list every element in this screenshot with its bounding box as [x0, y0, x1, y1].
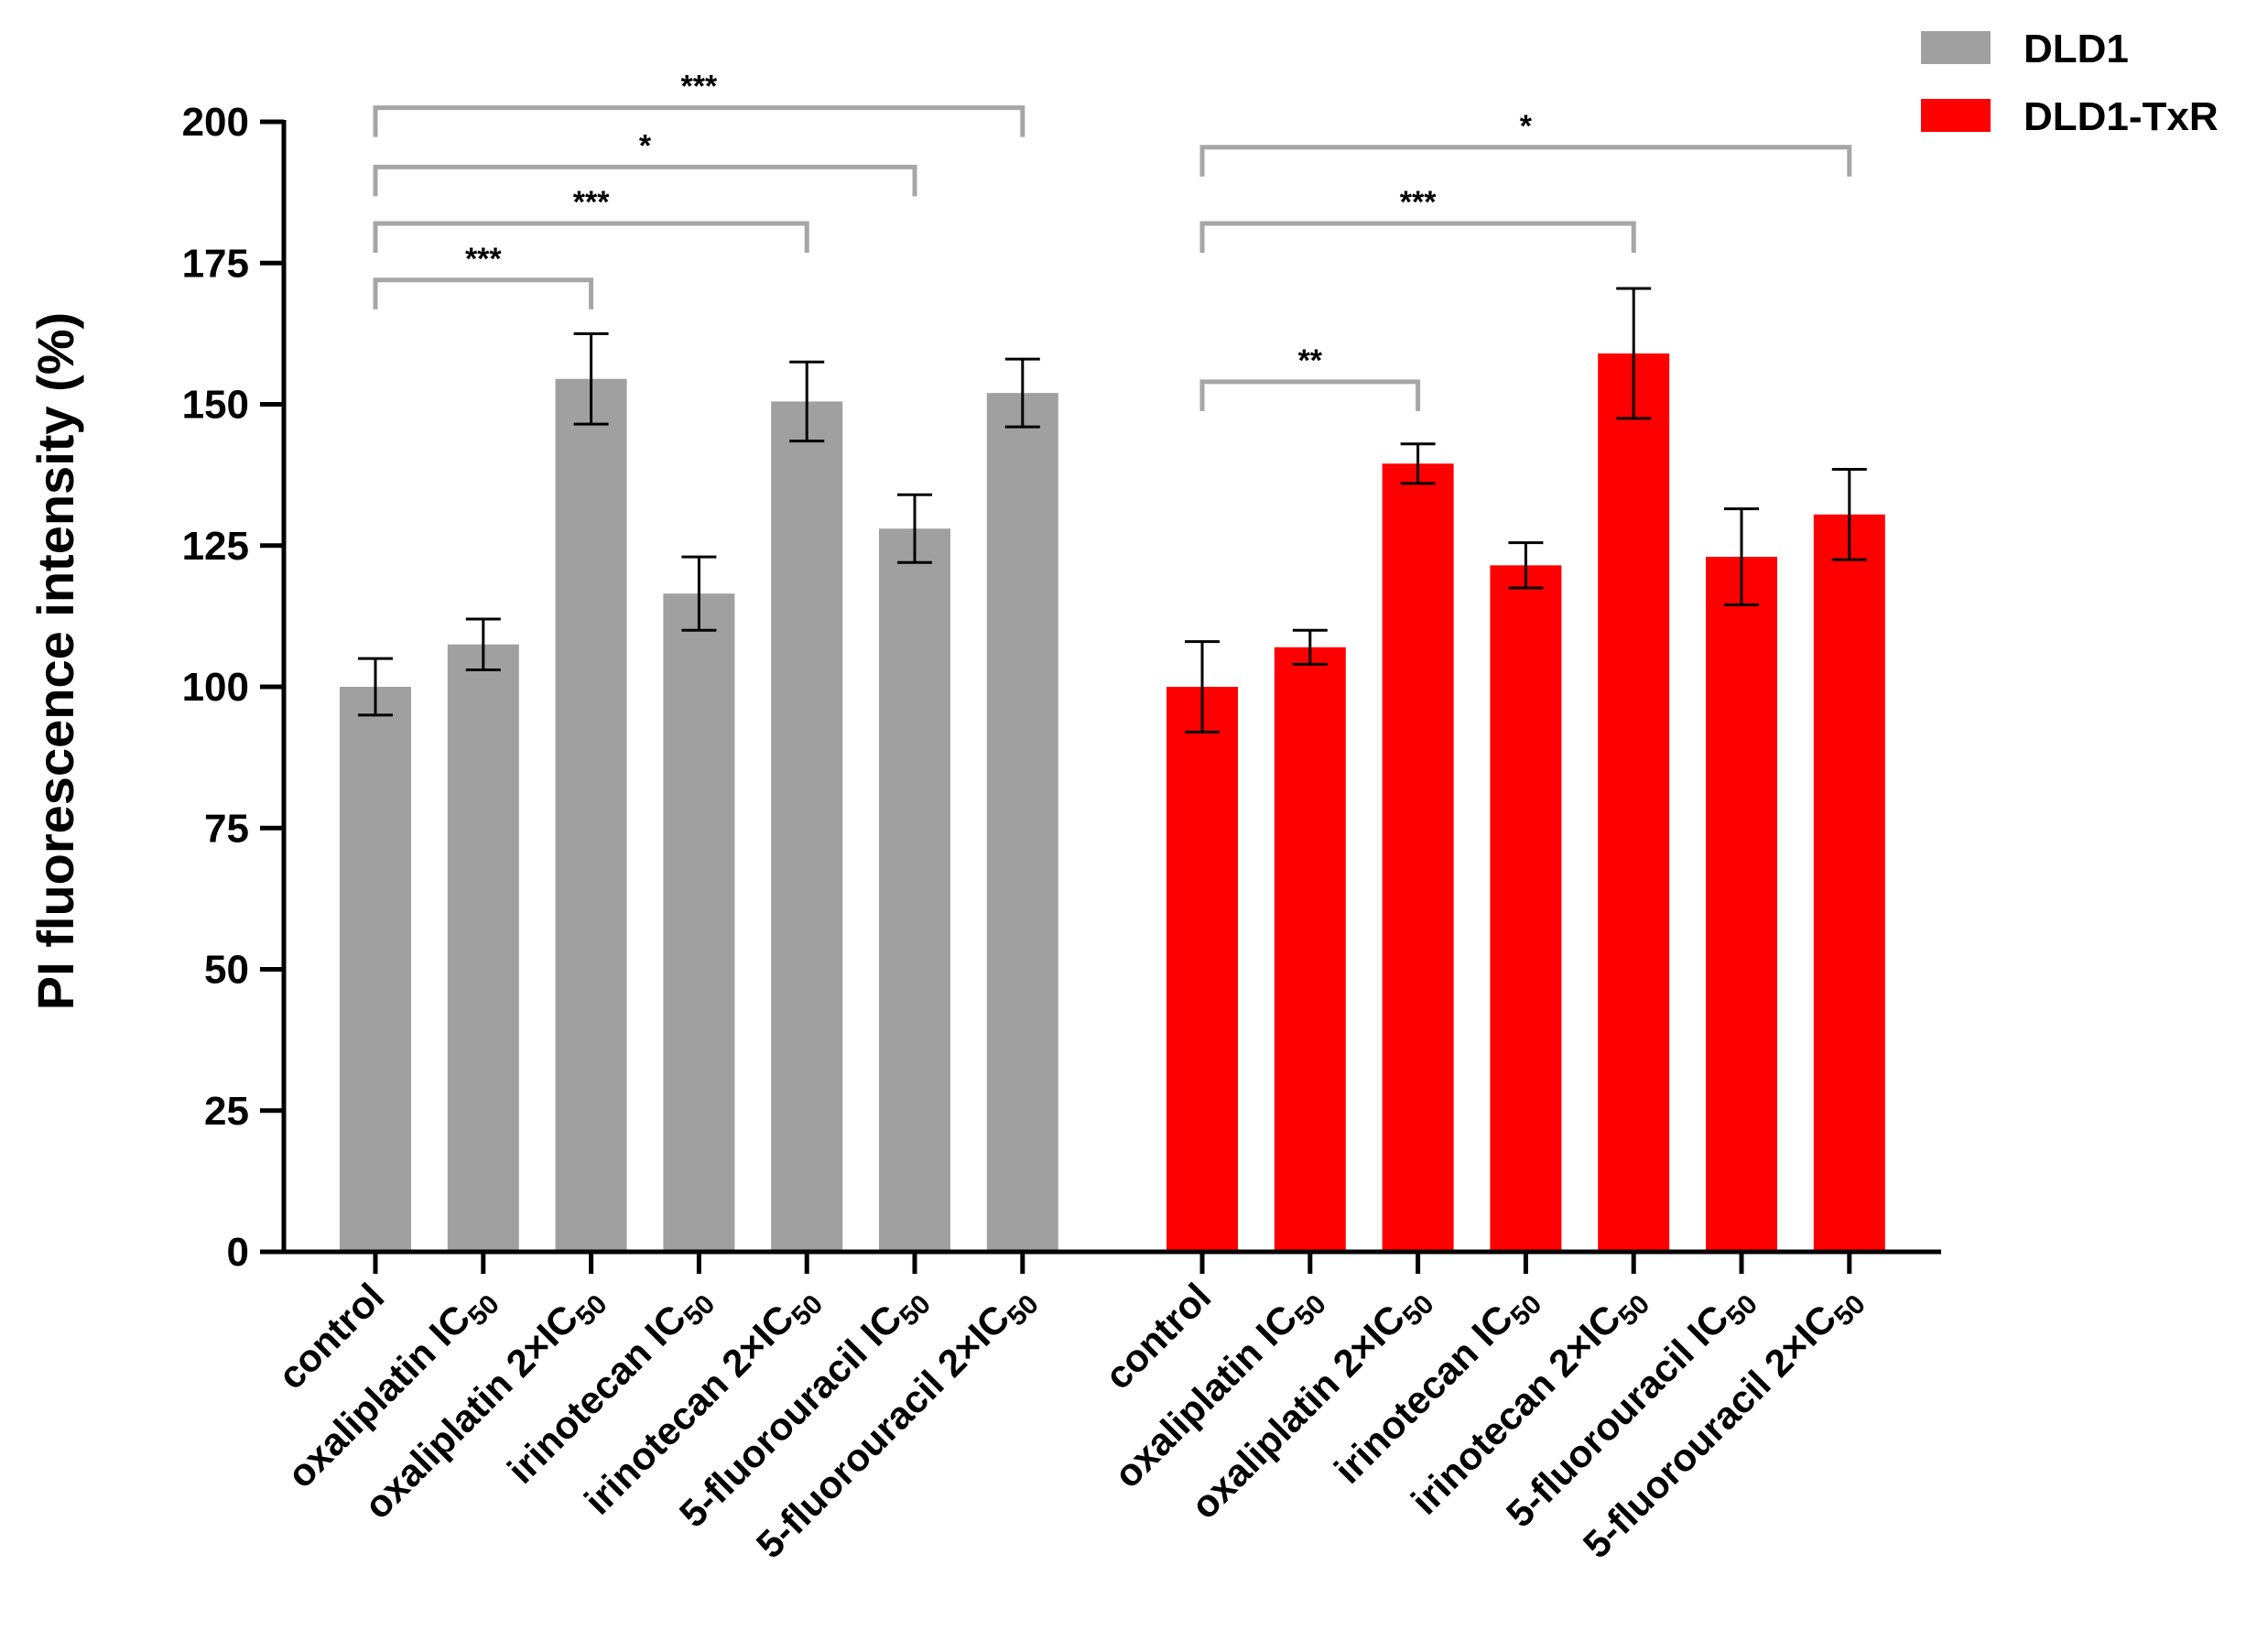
significance-label: *: [1520, 109, 1533, 144]
y-axis-label: PI fluorescence intensity (%): [27, 312, 84, 1010]
error-bar: [897, 493, 932, 564]
significance-label: **: [1298, 343, 1323, 378]
significance-bracket: ***: [373, 70, 1025, 137]
y-tick-label: 175: [182, 241, 249, 286]
y-tick-label: 100: [182, 665, 249, 710]
y-tick-label: 50: [204, 948, 249, 993]
bar: [1382, 463, 1454, 1252]
significance-bracket: **: [1199, 343, 1421, 411]
significance-label: *: [639, 128, 652, 163]
error-bar: [1185, 640, 1220, 734]
significance-bracket: ***: [373, 242, 594, 310]
significance-bracket: ***: [1199, 185, 1636, 254]
error-bar: [465, 617, 501, 671]
error-bar: [358, 657, 393, 717]
y-tick-label: 75: [204, 806, 249, 851]
y-axis: 0 25 50 75 100 125 150 175 200: [182, 100, 287, 1275]
y-tick-label: 0: [227, 1230, 249, 1275]
legend: DLD1 DLD1-TxR: [1921, 27, 2219, 139]
error-bar: [681, 555, 717, 632]
legend-label: DLD1: [2024, 27, 2129, 71]
bars: [340, 287, 1885, 1253]
bar: [447, 644, 519, 1252]
legend-swatch: [1921, 31, 1991, 64]
significance-bracket: ***: [373, 185, 809, 254]
significance-bracket: *: [373, 128, 917, 197]
bar: [1706, 557, 1777, 1252]
legend-label: DLD1-TxR: [2024, 94, 2219, 139]
bar: [771, 401, 843, 1252]
error-bar: [573, 331, 609, 426]
significance-label: ***: [465, 242, 502, 277]
error-bar: [789, 360, 825, 443]
bar: [1274, 647, 1346, 1252]
significance-label: ***: [681, 70, 718, 104]
error-bar: [1508, 541, 1544, 590]
bar: [555, 378, 627, 1252]
bar: [340, 687, 411, 1252]
significance-bracket: *: [1199, 109, 1852, 177]
y-tick-label: 25: [204, 1089, 249, 1134]
y-tick-label: 125: [182, 524, 249, 569]
significance-brackets: ****************: [373, 70, 1852, 411]
bar: [1813, 514, 1885, 1252]
error-bar: [1292, 628, 1328, 666]
significance-label: ***: [573, 185, 610, 220]
bar: [1167, 687, 1238, 1252]
bar: [1598, 353, 1670, 1253]
bar: [1490, 565, 1562, 1252]
error-bar: [1616, 287, 1652, 420]
error-bar: [1400, 442, 1436, 485]
bar: [879, 528, 950, 1252]
bar: [663, 593, 735, 1252]
bar: [986, 393, 1058, 1252]
legend-swatch: [1921, 99, 1991, 132]
y-tick-label: 200: [182, 100, 249, 145]
significance-label: ***: [1400, 185, 1437, 220]
y-tick-label: 150: [182, 383, 249, 428]
error-bar: [1004, 357, 1040, 429]
error-bar: [1831, 467, 1867, 561]
error-bar: [1724, 507, 1759, 607]
